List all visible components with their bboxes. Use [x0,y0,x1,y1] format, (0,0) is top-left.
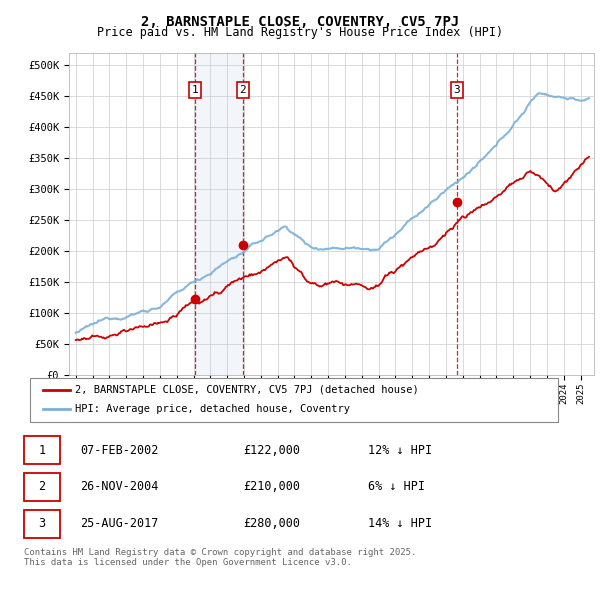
Text: Price paid vs. HM Land Registry's House Price Index (HPI): Price paid vs. HM Land Registry's House … [97,26,503,39]
Text: 3: 3 [38,517,46,530]
Text: 2, BARNSTAPLE CLOSE, COVENTRY, CV5 7PJ (detached house): 2, BARNSTAPLE CLOSE, COVENTRY, CV5 7PJ (… [75,385,419,395]
Text: 6% ↓ HPI: 6% ↓ HPI [368,480,425,493]
FancyBboxPatch shape [30,378,558,422]
Text: 2: 2 [38,480,46,493]
Text: 07-FEB-2002: 07-FEB-2002 [80,444,158,457]
Text: HPI: Average price, detached house, Coventry: HPI: Average price, detached house, Cove… [75,405,350,414]
Text: £122,000: £122,000 [244,444,301,457]
Text: 3: 3 [454,85,460,95]
Text: £280,000: £280,000 [244,517,301,530]
Text: 2: 2 [239,85,246,95]
Text: £210,000: £210,000 [244,480,301,493]
FancyBboxPatch shape [23,437,60,464]
FancyBboxPatch shape [23,510,60,537]
Text: 14% ↓ HPI: 14% ↓ HPI [368,517,432,530]
Text: 25-AUG-2017: 25-AUG-2017 [80,517,158,530]
Text: Contains HM Land Registry data © Crown copyright and database right 2025.
This d: Contains HM Land Registry data © Crown c… [24,548,416,567]
Text: 12% ↓ HPI: 12% ↓ HPI [368,444,432,457]
Bar [195,53,242,375]
Text: 2, BARNSTAPLE CLOSE, COVENTRY, CV5 7PJ: 2, BARNSTAPLE CLOSE, COVENTRY, CV5 7PJ [141,15,459,29]
Text: 26-NOV-2004: 26-NOV-2004 [80,480,158,493]
Text: 1: 1 [38,444,46,457]
Text: 1: 1 [192,85,199,95]
FancyBboxPatch shape [23,473,60,501]
